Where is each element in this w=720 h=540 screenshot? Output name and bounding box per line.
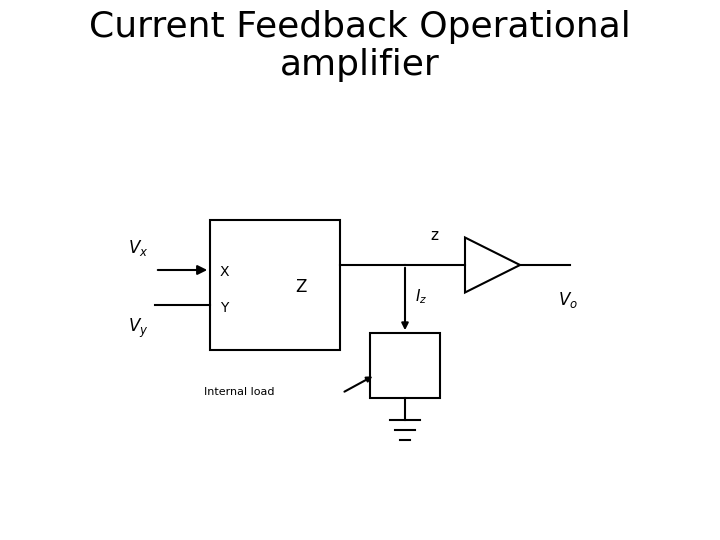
Text: Z: Z <box>295 278 307 296</box>
Text: Current Feedback Operational
amplifier: Current Feedback Operational amplifier <box>89 10 631 82</box>
Text: $V_y$: $V_y$ <box>127 316 148 340</box>
Text: Internal load: Internal load <box>204 387 275 397</box>
Text: X: X <box>220 265 230 279</box>
Text: $I_z$: $I_z$ <box>415 288 427 306</box>
Text: z: z <box>430 228 438 243</box>
Text: Y: Y <box>220 301 228 315</box>
Bar <box>370 333 440 398</box>
Bar <box>210 220 340 350</box>
Text: $V_o$: $V_o$ <box>558 290 578 310</box>
Text: $V_x$: $V_x$ <box>127 238 148 258</box>
